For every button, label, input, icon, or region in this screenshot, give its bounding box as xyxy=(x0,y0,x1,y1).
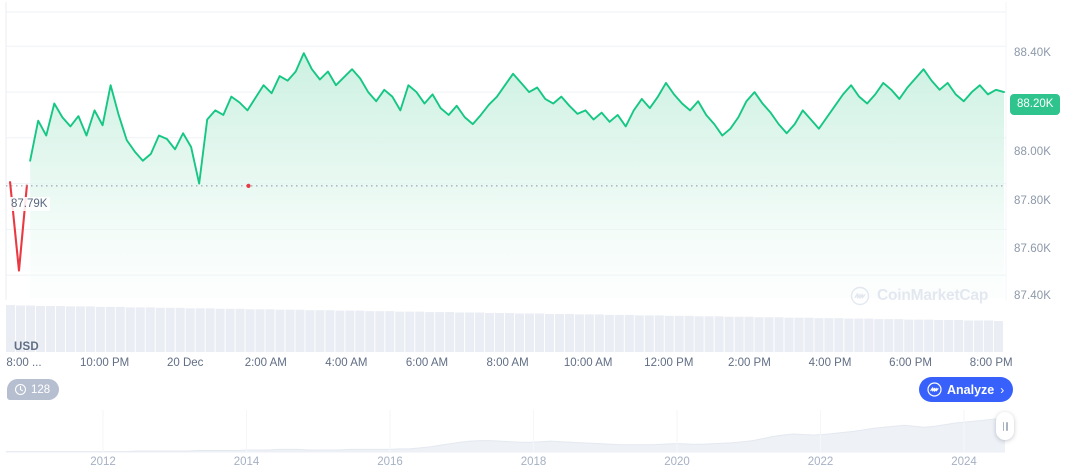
x-tick-7: 10:00 AM xyxy=(563,357,613,369)
x-tick-1: 10:00 PM xyxy=(79,357,130,369)
x-tick-3: 2:00 AM xyxy=(244,357,287,369)
x-axis: 8:00 ... 10:00 PM 20 Dec 2:00 AM 4:00 AM 6:00… xyxy=(0,357,1072,377)
coinmarketcap-logo-icon xyxy=(850,286,870,306)
navigator-tick-0: 2012 xyxy=(90,456,116,468)
y-tick-2: 88.00K xyxy=(1014,146,1052,158)
analyze-button[interactable]: Analyze › xyxy=(919,377,1014,402)
x-tick-0: 8:00 ... xyxy=(6,357,42,369)
currency-label: USD xyxy=(14,341,39,353)
navigator-tick-6: 2024 xyxy=(951,456,977,468)
range-navigator[interactable]: 2012 2014 2016 2018 2020 2022 2024 xyxy=(0,408,1072,470)
datapoint-count-badge[interactable]: 128 xyxy=(7,379,60,400)
navigator-right-handle[interactable] xyxy=(996,412,1014,440)
navigator-overview-chart xyxy=(6,410,1006,453)
navigator-tick-1: 2014 xyxy=(233,456,260,468)
navigator-tick-4: 2020 xyxy=(664,456,690,468)
y-axis: 88.40K 88.20K 88.00K 87.80K 87.60K 87.40… xyxy=(1006,0,1072,356)
x-tick-2: 20 Dec xyxy=(166,357,204,369)
y-tick-3: 87.80K xyxy=(1014,195,1052,207)
handle-grip-bar xyxy=(1006,421,1008,431)
navigator-tick-2: 2016 xyxy=(377,456,403,468)
coinmarketcap-logo-icon xyxy=(927,382,942,397)
chevron-right-icon: › xyxy=(1000,382,1005,397)
x-tick-9: 2:00 PM xyxy=(727,357,771,369)
clock-icon xyxy=(14,383,27,396)
navigator-tick-3: 2018 xyxy=(520,456,547,468)
watermark-text: CoinMarketCap xyxy=(877,287,989,304)
x-tick-8: 12:00 PM xyxy=(644,357,694,369)
x-tick-11: 6:00 PM xyxy=(889,357,933,369)
x-tick-5: 6:00 AM xyxy=(405,357,449,369)
navigator-tick-5: 2022 xyxy=(807,456,834,468)
low-price-label: 87.79K xyxy=(8,197,51,211)
current-price-badge: 88.20K xyxy=(1010,94,1061,115)
handle-grip-bar xyxy=(1002,421,1004,431)
navigator-x-axis: 2012 2014 2016 2018 2020 2022 2024 xyxy=(0,456,1072,472)
y-tick-0: 88.40K xyxy=(1014,47,1052,59)
price-area-chart xyxy=(5,2,1007,352)
y-tick-5: 87.40K xyxy=(1014,290,1052,302)
x-tick-6: 8:00 AM xyxy=(486,357,529,369)
x-tick-4: 4:00 AM xyxy=(325,357,368,369)
datapoint-count-value: 128 xyxy=(31,383,51,396)
analyze-button-label: Analyze xyxy=(947,382,995,397)
y-tick-4: 87.60K xyxy=(1014,243,1052,255)
x-tick-12: 8:00 PM xyxy=(969,357,1013,369)
main-price-plot[interactable]: 87.79K CoinMarketCap 88.40K 88.20K 88.00… xyxy=(0,0,1072,356)
coinmarketcap-watermark: CoinMarketCap xyxy=(850,286,988,306)
x-tick-10: 4:00 PM xyxy=(808,357,852,369)
